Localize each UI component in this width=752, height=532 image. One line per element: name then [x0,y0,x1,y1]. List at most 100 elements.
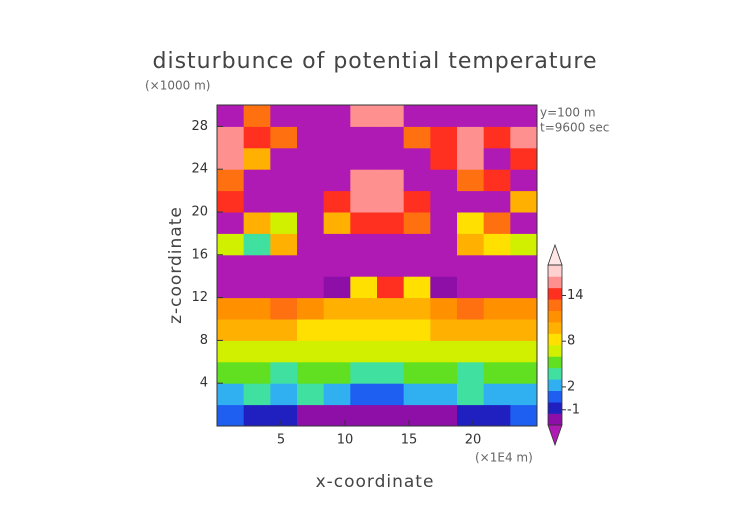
cell [350,169,378,192]
cell [217,297,245,320]
cell [350,147,378,170]
cell [510,105,538,127]
cell [323,383,351,406]
cell [297,340,325,363]
cell [217,126,245,149]
cell [217,276,245,299]
colorbar-tick-label: 8 [567,334,575,349]
cell [297,276,325,299]
cell [350,105,378,127]
cell [323,212,351,234]
y-tick-label: 20 [191,205,208,220]
cell [457,169,485,192]
cell [457,404,485,427]
cell [377,319,405,341]
cell [377,212,405,234]
cell [270,383,298,406]
cell [377,383,405,406]
cell [217,254,245,277]
cell [217,233,245,256]
cell [217,383,245,406]
y-tick-label: 24 [191,162,208,177]
cell [270,297,298,320]
cell [403,297,431,320]
cell [430,190,458,213]
cell [217,319,245,341]
cell [377,105,405,127]
cell [217,190,245,213]
cell [457,190,485,213]
colorbar-band [548,390,562,403]
annotation: t=9600 sec [540,121,609,135]
cell [403,319,431,341]
cell [430,404,458,427]
colorbar-band [548,379,562,392]
cell [297,404,325,427]
cell [510,319,538,341]
cell [377,190,405,213]
cell [377,233,405,256]
cell [510,190,538,213]
cell [403,126,431,149]
cell [270,319,298,341]
cell [323,361,351,384]
colorbar-band [548,265,562,277]
cell [403,233,431,256]
cell [483,233,511,256]
cell [457,340,485,363]
cell [510,361,538,384]
colorbar-band [548,310,562,323]
cell [297,212,325,234]
y-tick-label: 16 [191,247,208,262]
cell [483,190,511,213]
colorbar-band [548,333,562,346]
cell [270,404,298,427]
colorbar-band [548,356,562,369]
cell [350,319,378,341]
cell [270,233,298,256]
cell [243,276,271,299]
cell [510,297,538,320]
colorbar-frame [547,264,563,426]
cell [323,254,351,277]
cell [243,190,271,213]
cell [403,361,431,384]
cell [430,361,458,384]
cell [243,105,271,127]
cell [430,233,458,256]
y-tick-label: 28 [191,119,208,134]
cell [217,340,245,363]
cell [243,340,271,363]
cell [430,276,458,299]
cell [403,169,431,192]
cell [243,233,271,256]
cell [430,169,458,192]
colorbar-band [548,287,562,300]
cell [457,383,485,406]
cell [510,169,538,192]
cell [323,169,351,192]
cell [323,126,351,149]
cell [457,233,485,256]
cell [403,254,431,277]
cell [403,404,431,427]
cell [350,340,378,363]
cell [483,212,511,234]
y-tick-label: 12 [191,290,208,305]
colorbar-band [548,367,562,380]
cell [510,340,538,363]
cell [510,147,538,170]
cell [510,233,538,256]
y-axis-label: z-coordinate [166,206,186,324]
cell [377,297,405,320]
cell [217,361,245,384]
cell [243,147,271,170]
colorbar-band [548,402,562,414]
cell [323,105,351,127]
colorbar-band [548,276,562,289]
cell [243,361,271,384]
cell [483,126,511,149]
cell [297,233,325,256]
cell [323,233,351,256]
